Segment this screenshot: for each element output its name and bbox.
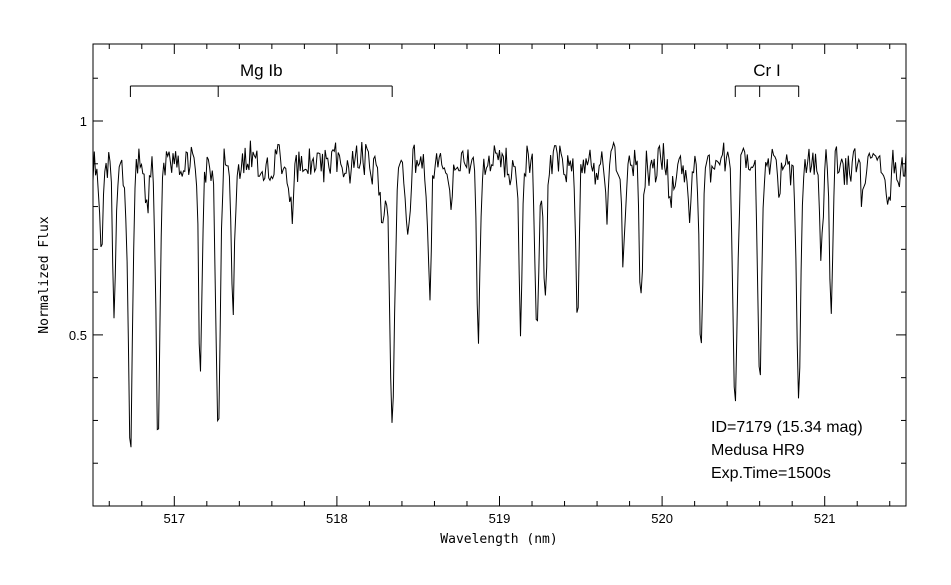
x-tick-label: 521 [814, 511, 836, 526]
group-label: Cr I [753, 61, 780, 80]
annotation-exptime: Exp.Time=1500s [711, 465, 831, 482]
y-tick-labels: 0.51 [69, 114, 87, 343]
spectrum-line [92, 140, 907, 448]
y-tick-label: 1 [80, 114, 87, 129]
y-tick-label: 0.5 [69, 328, 87, 343]
x-axis-title: Wavelength (nm) [440, 532, 557, 547]
axis-ticks [93, 44, 906, 506]
x-tick-label: 520 [651, 511, 673, 526]
x-tick-label: 519 [489, 511, 511, 526]
x-tick-label: 518 [326, 511, 348, 526]
line-group-markers: Mg Ib Cr I [129, 61, 800, 97]
y-axis-title: Normalized Flux [37, 216, 52, 334]
group-label: Mg Ib [240, 61, 283, 80]
annotation-id: ID=7179 (15.34 mag) [711, 419, 863, 436]
x-tick-label: 517 [163, 511, 185, 526]
annotation-instrument: Medusa HR9 [711, 442, 804, 459]
x-tick-labels: 517 518 519 520 521 [163, 511, 835, 526]
